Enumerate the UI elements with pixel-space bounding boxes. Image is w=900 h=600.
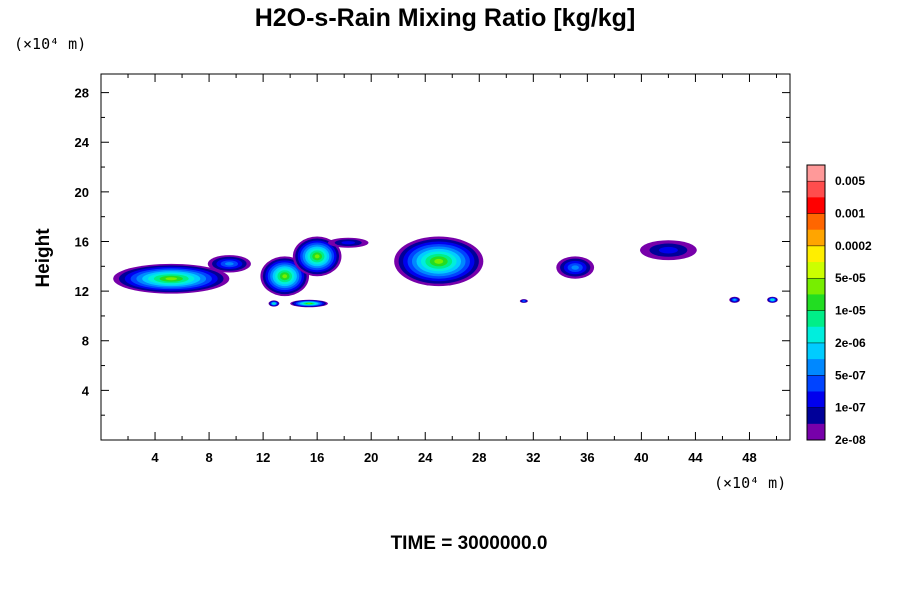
time-label: TIME = 3000000.0 [391, 533, 548, 554]
colorbar-swatch [807, 407, 825, 425]
colorbar-label: 0.005 [835, 174, 865, 188]
contour-regions [113, 236, 778, 308]
y-tick-label: 20 [75, 185, 89, 200]
x-unit-label: (×10⁴ m) [714, 474, 786, 492]
colorbar-swatch [807, 326, 825, 344]
colorbar-label: 0.001 [835, 207, 865, 221]
x-tick-label: 44 [688, 450, 703, 465]
contour-level [658, 246, 678, 254]
contour-level [571, 265, 579, 270]
y-tick-label: 28 [75, 86, 89, 101]
colorbar-swatch [807, 262, 825, 279]
contour-level [523, 300, 525, 302]
x-tick-label: 12 [256, 450, 270, 465]
contour-region [207, 255, 251, 273]
colorbar-label: 0.0002 [835, 239, 872, 253]
colorbar-swatch [807, 375, 825, 392]
contour-region [767, 296, 778, 303]
contour-region [113, 263, 230, 294]
contour-level [273, 303, 275, 304]
x-tick-label: 48 [742, 450, 756, 465]
y-tick-label: 24 [75, 135, 90, 150]
colorbar-swatch [807, 213, 825, 231]
contour-region [394, 236, 484, 287]
colorbar-label: 1e-05 [835, 304, 866, 318]
chart-title: H2O-s-Rain Mixing Ratio [kg/kg] [255, 4, 636, 32]
y-tick-label: 8 [82, 334, 89, 349]
x-tick-label: 40 [634, 450, 648, 465]
colorbar: 0.005 0.001 0.0002 5e-05 1e-05 2e-06 5e-07 1e-0… [806, 164, 872, 447]
y-axis-label: Height [33, 228, 54, 288]
colorbar-swatch [807, 310, 825, 328]
y-tick-label: 12 [75, 284, 89, 299]
colorbar-swatch [807, 294, 825, 312]
contour-region [268, 300, 280, 307]
x-tick-label: 28 [472, 450, 486, 465]
contour-level [771, 299, 774, 301]
colorbar-swatch [807, 391, 825, 409]
colorbar-swatch [807, 342, 825, 360]
contour-level [282, 274, 288, 279]
colorbar-swatch [807, 165, 825, 182]
contour-region [290, 299, 328, 308]
x-tick-label: 4 [151, 450, 159, 465]
contour-region [556, 256, 595, 279]
colorbar-swatch [807, 278, 825, 295]
colorbar-label: 2e-06 [835, 336, 866, 350]
contour-level [314, 254, 320, 259]
colorbar-swatch [807, 181, 825, 198]
y-unit-label: (×10⁴ m) [14, 35, 86, 53]
colorbar-label: 1e-07 [835, 401, 866, 415]
contour-region [729, 296, 741, 303]
colorbar-swatch [807, 245, 825, 263]
contour-region [519, 299, 528, 303]
x-tick-label: 20 [364, 450, 378, 465]
contour-level [341, 241, 355, 245]
contour-level [165, 277, 178, 281]
colorbar-label: 5e-07 [835, 368, 866, 382]
contour-level [307, 303, 311, 304]
contour-region [327, 237, 369, 248]
colorbar-label: 2e-08 [835, 433, 866, 447]
contour-region [640, 240, 697, 261]
y-tick-label: 16 [75, 234, 89, 249]
colorbar-swatch [807, 423, 825, 441]
colorbar-label: 5e-05 [835, 271, 866, 285]
colorbar-swatch [807, 197, 825, 215]
contour-level [225, 262, 234, 266]
colorbar-swatch [807, 229, 825, 247]
x-tick-label: 32 [526, 450, 540, 465]
x-tick-label: 36 [580, 450, 594, 465]
y-tick-label: 4 [82, 383, 90, 398]
contour-level [434, 258, 444, 264]
plot-frame [100, 73, 791, 441]
x-tick-label: 16 [310, 450, 324, 465]
colorbar-swatch [807, 359, 825, 376]
x-tick-label: 8 [205, 450, 212, 465]
x-tick-label: 24 [418, 450, 433, 465]
contour-level [733, 299, 736, 301]
contour-region [292, 236, 342, 277]
